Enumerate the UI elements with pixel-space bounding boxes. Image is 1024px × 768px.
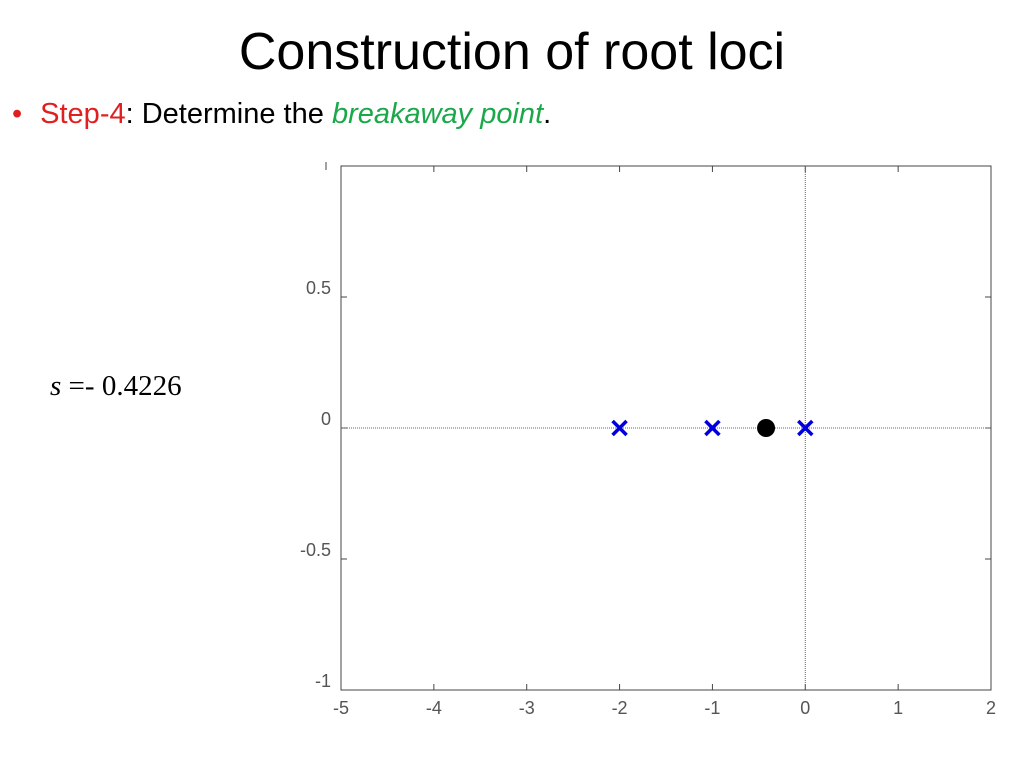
eq-value: 0.4226 (101, 370, 182, 402)
x-tick-label: 1 (893, 698, 903, 718)
pole-marker (704, 419, 721, 437)
bullet-dot: • (12, 98, 23, 130)
emphasis: breakaway point (331, 98, 544, 130)
pole-marker (797, 419, 814, 437)
x-tick-label: 0 (800, 698, 810, 718)
pole-marker (611, 419, 628, 437)
x-tick-label: -4 (426, 698, 442, 718)
x-tick-label: -2 (612, 698, 628, 718)
bullet-end: . (543, 98, 552, 130)
y-tick-label: 0 (321, 409, 331, 429)
y-tick-label: -0.5 (300, 540, 331, 560)
slide-title: Construction of root loci (238, 23, 786, 81)
x-tick-label: -5 (333, 698, 349, 718)
eq-variable: s (50, 370, 62, 402)
point-marker (757, 419, 776, 437)
x-tick-label: -1 (704, 698, 720, 718)
equation: s =- 0.4226 (50, 370, 182, 403)
step-label: Step-4 (40, 98, 126, 130)
x-tick-label: 2 (986, 698, 996, 718)
bullet-text: : Determine the (125, 98, 332, 130)
y-tick-label: -1 (315, 671, 331, 691)
y-tick-label: 0.5 (306, 278, 331, 298)
bullet: • Step-4: Determine the breakaway point. (12, 98, 551, 131)
x-tick-label: -3 (519, 698, 535, 718)
eq-operator: =- (68, 370, 95, 402)
